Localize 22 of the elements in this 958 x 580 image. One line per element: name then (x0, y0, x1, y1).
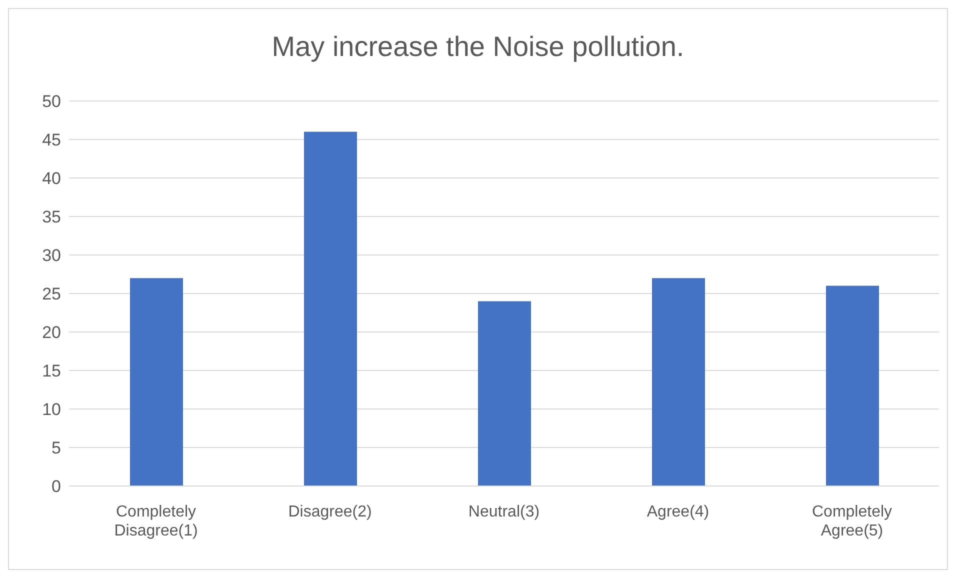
bar (826, 286, 879, 486)
bar (304, 132, 357, 486)
x-tick-label: Neutral(3) (468, 503, 540, 520)
y-tick-label: 0 (52, 477, 61, 496)
x-tick-label: Completely Agree(5) (812, 503, 892, 540)
y-tick-label: 15 (42, 362, 61, 381)
x-tick-label: Agree(4) (646, 503, 710, 520)
y-tick-label: 50 (42, 92, 61, 112)
y-tick-label: 5 (52, 438, 61, 458)
bar (130, 278, 183, 486)
y-tick-label: 45 (42, 130, 61, 150)
x-tick-label: Completely Disagree(1) (114, 503, 198, 540)
y-tick-label: 35 (42, 208, 61, 227)
y-tick-label: 10 (42, 400, 61, 420)
x-tick-label: Disagree(2) (288, 503, 372, 520)
bar (478, 301, 531, 486)
y-tick-label: 20 (42, 323, 61, 342)
y-tick-label: 25 (42, 284, 61, 304)
y-tick-label: 30 (42, 246, 61, 266)
y-tick-label: 40 (42, 169, 61, 188)
chart-title: May increase the Noise pollution. (270, 30, 686, 64)
bar (652, 278, 705, 486)
